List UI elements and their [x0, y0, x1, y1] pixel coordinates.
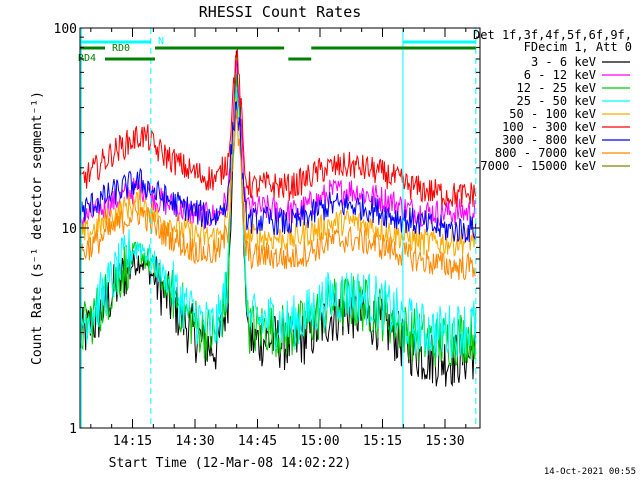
- chart-title: RHESSI Count Rates: [199, 3, 362, 21]
- legend-label-50-100-kev: 50 - 100 keV: [509, 107, 596, 121]
- flag-label-rd0: RD0: [112, 43, 130, 54]
- plot-area: RD0 RD4 N: [78, 28, 477, 428]
- legend-label-25-50-kev: 25 - 50 keV: [517, 94, 596, 108]
- series-line-800-7000-kev: [79, 110, 476, 281]
- legend-label-12-25-kev: 12 - 25 keV: [517, 81, 596, 95]
- x-axis-label: Start Time (12-Mar-08 14:02:22): [109, 456, 352, 471]
- x-tick-label: 14:30: [175, 434, 214, 449]
- legend-label-6-12-kev: 6 - 12 keV: [524, 68, 596, 82]
- y-tick-label: 10: [61, 222, 77, 237]
- legend-header-line-1: Det 1f,3f,4f,5f,6f,9f,: [473, 28, 632, 42]
- series-line-300-800-kev: [79, 100, 477, 243]
- x-tick-label: 15:15: [363, 434, 402, 449]
- axes: 14:15 14:30 14:45 15:00 15:15 15:30 1 10 100: [54, 22, 480, 449]
- footer-date: 14-Oct-2021 00:55: [544, 467, 636, 477]
- y-tick-label: 1: [69, 422, 77, 437]
- x-tick-label: 14:45: [238, 434, 277, 449]
- flag-label-n: N: [158, 36, 164, 47]
- series-line-25-50-kev: [79, 88, 477, 358]
- series-line-50-100-kev: [79, 98, 477, 257]
- y-axis-label: Count Rate (s⁻¹ detector segment⁻¹): [30, 91, 45, 365]
- series-line-100-300-kev: [79, 47, 477, 208]
- flag-label-rd4: RD4: [78, 53, 96, 64]
- x-tick-label: 15:00: [300, 434, 339, 449]
- y-tick-label: 100: [54, 22, 77, 37]
- legend-label-7000-15000-kev: 7000 - 15000 keV: [480, 159, 596, 173]
- legend-header-line-2: FDecim 1, Att 0: [524, 40, 632, 54]
- legend: Det 1f,3f,4f,5f,6f,9f, FDecim 1, Att 0 3…: [473, 28, 632, 173]
- legend-label-800-7000-kev: 800 - 7000 keV: [495, 146, 596, 160]
- x-tick-label: 14:15: [113, 434, 152, 449]
- legend-label-100-300-kev: 100 - 300 keV: [502, 120, 596, 134]
- legend-label-3-6-kev: 3 - 6 keV: [531, 55, 596, 69]
- legend-label-300-800-kev: 300 - 800 keV: [502, 133, 596, 147]
- series-point-7000-15000-kev: [234, 57, 238, 61]
- x-tick-label: 15:30: [425, 434, 464, 449]
- series-line-12-25-kev: [79, 74, 477, 368]
